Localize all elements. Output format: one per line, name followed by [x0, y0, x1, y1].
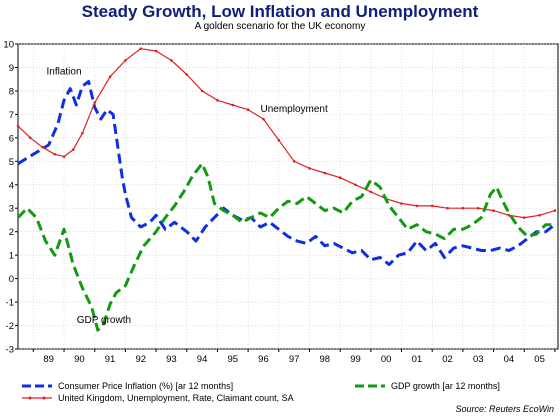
chart-subtitle: A golden scenario for the UK economy — [194, 21, 366, 32]
legend-swatch-gdp — [355, 384, 385, 388]
series-point-1 — [41, 145, 44, 149]
y-tick-label: 4 — [9, 180, 14, 191]
x-tick-label: 98 — [320, 354, 331, 365]
series-point-1 — [262, 117, 265, 121]
series-point-1 — [200, 89, 204, 93]
y-tick-label: -3 — [6, 345, 14, 356]
series-point-1 — [139, 47, 143, 50]
y-tick-label: 5 — [9, 157, 14, 168]
series-point-1 — [124, 59, 127, 62]
y-tick-label: 9 — [9, 63, 14, 74]
x-tick-label: 01 — [412, 354, 423, 365]
x-tick-label: 89 — [43, 354, 54, 365]
y-tick-label: 6 — [9, 133, 14, 144]
series-point-1 — [81, 131, 84, 135]
series-point-1 — [308, 167, 311, 170]
series-point-1 — [170, 59, 173, 62]
y-tick-label: 7 — [9, 110, 14, 121]
series-point-1 — [492, 209, 495, 212]
series-point-1 — [62, 155, 66, 158]
series-point-1 — [185, 73, 189, 76]
legend-label-gdp: GDP growth [ar 12 months] — [391, 381, 500, 391]
legend-swatch-inflation — [22, 384, 52, 388]
legend-item-unemployment: United Kingdom, Unemployment, Rate, Clai… — [22, 393, 294, 403]
x-tick-label: 03 — [473, 354, 484, 365]
series-point-1 — [246, 108, 250, 111]
y-tick-label: 0 — [9, 274, 14, 285]
y-tick-label: 10 — [3, 40, 14, 51]
annotation-label: GDP growth — [77, 315, 131, 326]
chart-title: Steady Growth, Low Inflation and Unemplo… — [81, 2, 479, 21]
legend-label-unemployment: United Kingdom, Unemployment, Rate, Clai… — [58, 393, 294, 403]
series-point-1 — [538, 213, 541, 217]
x-tick-label: 91 — [105, 354, 116, 365]
series-point-1 — [216, 99, 219, 102]
series-point-1 — [369, 190, 373, 194]
series-line-2 — [16, 162, 555, 332]
y-tick-label: 3 — [9, 204, 14, 215]
series-point-1 — [415, 204, 419, 208]
series-point-1 — [338, 176, 342, 180]
series-point-1 — [507, 213, 511, 217]
series-point-1 — [16, 124, 20, 128]
series-point-1 — [461, 206, 465, 210]
x-tick-label: 96 — [258, 354, 269, 365]
x-tick-label: 00 — [381, 354, 392, 365]
series-point-1 — [292, 160, 296, 163]
series-point-1 — [476, 206, 480, 210]
x-tick-label: 95 — [227, 354, 238, 365]
series-point-1 — [71, 148, 75, 151]
source-note: Source: Reuters EcoWin — [455, 404, 554, 414]
x-tick-label: 02 — [442, 354, 453, 365]
series-point-1 — [154, 49, 158, 53]
annotation-label: Inflation — [47, 67, 82, 78]
series-point-1 — [446, 206, 449, 210]
series-point-1 — [553, 209, 557, 212]
x-tick-label: 99 — [350, 354, 361, 365]
y-tick-label: 2 — [9, 227, 14, 238]
x-tick-label: 04 — [504, 354, 515, 365]
x-tick-label: 94 — [197, 354, 208, 365]
x-tick-label: 93 — [166, 354, 177, 365]
series-point-1 — [400, 202, 403, 205]
y-tick-label: 8 — [9, 86, 14, 97]
x-tick-label: 90 — [74, 354, 85, 365]
series-point-1 — [430, 204, 434, 208]
series-line-1 — [17, 48, 556, 219]
y-tick-label: 1 — [9, 251, 14, 262]
series-point-1 — [28, 136, 32, 140]
series-point-1 — [323, 171, 327, 175]
legend-item-gdp: GDP growth [ar 12 months] — [355, 381, 500, 391]
series-point-1 — [354, 183, 357, 187]
annotation-label: Unemployment — [261, 104, 328, 115]
plot-area — [17, 43, 559, 350]
x-tick-label: 92 — [135, 354, 146, 365]
series-point-1 — [53, 152, 57, 156]
legend-item-inflation: Consumer Price Inflation (%) [ar 12 mont… — [22, 381, 233, 391]
legend-label-inflation: Consumer Price Inflation (%) [ar 12 mont… — [58, 381, 234, 391]
series-point-1 — [108, 75, 112, 79]
x-tick-label: 97 — [289, 354, 300, 365]
series-point-1 — [93, 101, 97, 104]
series-point-1 — [522, 216, 526, 219]
y-tick-label: -1 — [6, 298, 14, 309]
series-line-0 — [17, 80, 556, 266]
series-point-1 — [277, 138, 281, 142]
legend-swatch-unemployment — [22, 396, 52, 400]
series-point-1 — [231, 103, 235, 107]
y-tick-label: -2 — [6, 321, 14, 332]
x-tick-label: 05 — [534, 354, 545, 365]
